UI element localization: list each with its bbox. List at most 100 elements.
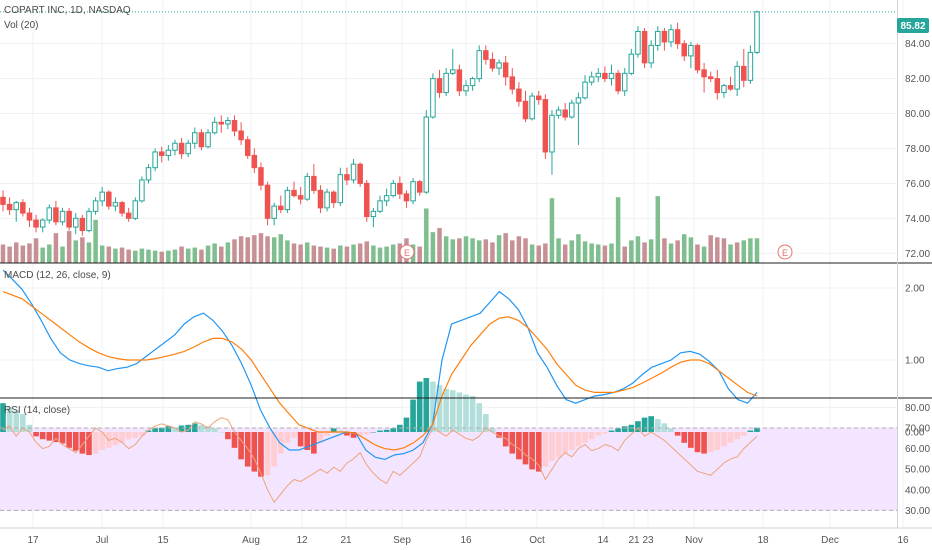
candle[interactable] <box>741 48 747 88</box>
candle[interactable] <box>185 139 191 158</box>
candle[interactable] <box>106 190 112 210</box>
candle[interactable] <box>655 26 661 51</box>
candle[interactable] <box>436 69 443 98</box>
candle[interactable] <box>628 48 635 76</box>
candle[interactable] <box>754 10 760 55</box>
candle[interactable] <box>211 117 218 135</box>
candle[interactable] <box>350 158 357 184</box>
candle[interactable] <box>535 90 542 105</box>
candle[interactable] <box>125 207 132 222</box>
candle[interactable] <box>383 188 390 207</box>
candle[interactable] <box>569 99 575 119</box>
candle[interactable] <box>205 129 211 149</box>
candle[interactable] <box>264 181 271 226</box>
candle[interactable] <box>291 181 297 198</box>
candle[interactable] <box>39 218 46 233</box>
earnings-marker-sep[interactable]: E <box>399 244 415 260</box>
candle[interactable] <box>26 207 33 228</box>
candle[interactable] <box>0 190 6 212</box>
candle[interactable] <box>311 164 317 194</box>
candle[interactable] <box>198 129 205 151</box>
candle[interactable] <box>284 186 291 214</box>
candle[interactable] <box>46 204 53 224</box>
candle[interactable] <box>443 68 449 97</box>
candle[interactable] <box>53 200 59 226</box>
candle[interactable] <box>430 73 436 119</box>
candle[interactable] <box>304 172 310 201</box>
candle[interactable] <box>635 26 641 58</box>
candle[interactable] <box>582 75 588 100</box>
candle[interactable] <box>139 176 145 203</box>
candle[interactable] <box>555 106 562 119</box>
candle[interactable] <box>450 48 456 76</box>
candle[interactable] <box>297 186 304 205</box>
candle[interactable] <box>145 164 152 184</box>
candle[interactable] <box>575 92 582 145</box>
candle[interactable] <box>66 207 72 231</box>
candle[interactable] <box>317 185 324 214</box>
candle[interactable] <box>99 186 105 207</box>
candle[interactable] <box>172 139 178 156</box>
candle[interactable] <box>714 69 721 100</box>
candle[interactable] <box>251 148 258 173</box>
candle[interactable] <box>542 94 549 159</box>
candle[interactable] <box>476 45 482 83</box>
candle[interactable] <box>661 27 668 51</box>
candle[interactable] <box>192 127 198 149</box>
candle[interactable] <box>416 179 423 196</box>
candle[interactable] <box>529 92 535 121</box>
candle[interactable] <box>278 195 284 214</box>
candle[interactable] <box>502 55 509 86</box>
candle[interactable] <box>271 202 277 226</box>
candle[interactable] <box>522 90 529 123</box>
candle[interactable] <box>588 71 595 86</box>
candle[interactable] <box>463 80 469 97</box>
candle[interactable] <box>330 190 337 208</box>
candle[interactable] <box>621 68 628 97</box>
candle[interactable] <box>92 197 99 215</box>
candle[interactable] <box>119 200 125 217</box>
candle[interactable] <box>33 214 39 233</box>
candle[interactable] <box>516 82 522 107</box>
macd-indicator-label[interactable]: MACD (12, 26, close, 9) <box>4 270 111 281</box>
candle[interactable] <box>602 66 608 83</box>
candle[interactable] <box>721 83 727 98</box>
candle[interactable] <box>608 64 615 86</box>
earnings-marker-nov[interactable]: E <box>777 244 793 260</box>
candle[interactable] <box>357 162 363 187</box>
candle[interactable] <box>377 195 383 214</box>
candle[interactable] <box>747 45 754 84</box>
candle[interactable] <box>218 115 225 133</box>
candle[interactable] <box>694 43 701 74</box>
candle[interactable] <box>496 59 502 76</box>
candle[interactable] <box>364 179 370 222</box>
candle[interactable] <box>231 115 238 137</box>
candle[interactable] <box>73 213 79 235</box>
candle[interactable] <box>225 117 231 130</box>
candle[interactable] <box>370 207 377 228</box>
candle[interactable] <box>6 197 13 215</box>
candle[interactable] <box>701 62 707 93</box>
candle[interactable] <box>86 207 92 233</box>
candle[interactable] <box>734 61 740 97</box>
candle[interactable] <box>410 178 416 205</box>
candle[interactable] <box>178 137 185 159</box>
candle[interactable] <box>244 136 251 159</box>
candle[interactable] <box>132 197 139 221</box>
candle[interactable] <box>727 76 734 91</box>
symbol-title[interactable]: COPART INC, 1D, NASDAQ <box>4 5 131 16</box>
candle[interactable] <box>595 68 602 83</box>
candle[interactable] <box>681 40 687 62</box>
candle[interactable] <box>13 200 19 222</box>
candle[interactable] <box>390 179 396 198</box>
rsi-indicator-label[interactable]: RSI (14, close) <box>4 405 70 416</box>
candle[interactable] <box>112 197 119 212</box>
candle[interactable] <box>489 52 496 72</box>
candle[interactable] <box>258 162 264 191</box>
candle[interactable] <box>152 148 158 172</box>
candle[interactable] <box>483 45 489 65</box>
candle[interactable] <box>509 68 516 95</box>
candle[interactable] <box>648 40 654 69</box>
candle[interactable] <box>707 71 714 83</box>
